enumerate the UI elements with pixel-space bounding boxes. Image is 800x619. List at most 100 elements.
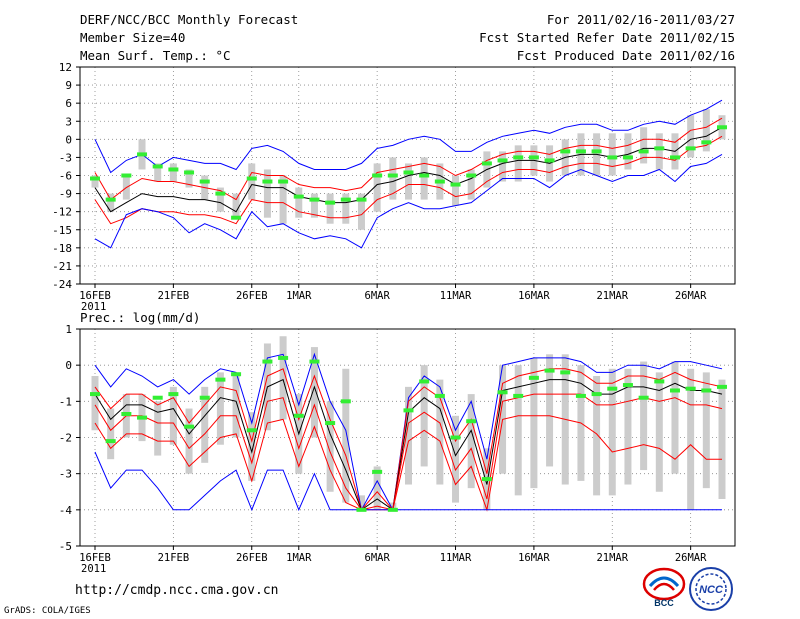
temp-obs-marker (607, 155, 618, 160)
precip-spread-bar (342, 368, 350, 503)
precip-spread-bar (216, 372, 224, 445)
temp-obs-marker (403, 170, 414, 175)
temp-mean-line (94, 126, 723, 213)
precip-obs-marker (591, 392, 602, 397)
temp-spread-bar (216, 187, 224, 212)
temp-spread-bar (169, 163, 177, 182)
precip-obs-marker (293, 413, 304, 418)
temp-xtick-label: 6MAR (365, 290, 391, 302)
precip-obs-marker (105, 439, 116, 444)
temp-obs-marker (654, 146, 665, 151)
ncc-logo-text: NCC (699, 584, 724, 596)
forecast-produced-date: Fcst Produced Date 2011/02/16 (516, 48, 735, 63)
temp-ytick-label: 6 (65, 97, 72, 110)
bcc-logo: BCC (642, 567, 686, 608)
temp-ytick-label: 0 (65, 133, 72, 146)
temp-obs-marker (560, 149, 571, 154)
precip-obs-marker (466, 419, 477, 424)
precip-spread-bar (671, 361, 679, 474)
temp-spread-bar (420, 157, 428, 200)
temp-ytick-label: -6 (59, 170, 72, 183)
temp-spread-bar (248, 163, 256, 200)
temp-spread-bar (499, 151, 507, 182)
precip-spread-bar (154, 401, 162, 456)
precip-obs-marker (262, 359, 273, 364)
temp-xtick-label: 16FEB (79, 290, 111, 302)
temp-obs-marker (90, 176, 100, 181)
temp-obs-marker (121, 173, 132, 178)
temp-obs-marker (638, 149, 649, 154)
precip-obs-marker (90, 392, 100, 397)
temp-spread-bar (373, 163, 381, 212)
precip-xtick-label: 1MAR (286, 552, 312, 564)
precip-spread-bar (655, 372, 663, 492)
chart-title: DERF/NCC/BCC Monthly Forecast (80, 12, 299, 27)
temp-spread-bar (342, 193, 350, 224)
precip-upper-line (94, 368, 723, 511)
temp-xtick-label: 26FEB (236, 290, 268, 302)
temp-max-line (94, 99, 723, 174)
temp-obs-marker (215, 191, 226, 196)
precip-spread-bar (718, 379, 726, 499)
precip-spread-bar (107, 408, 115, 460)
precip-obs-marker (152, 395, 163, 400)
temp-spread-bar (107, 193, 115, 212)
temp-ytick-label: -18 (52, 242, 72, 255)
temp-obs-marker (466, 173, 477, 178)
precip-lower2-line (94, 415, 722, 512)
precip-spread-bar (310, 347, 318, 438)
precip-obs-marker (497, 390, 508, 395)
precip-xtick-label: 16FEB (79, 552, 111, 564)
temp-obs-marker (419, 173, 430, 178)
temp-xtick-label: 11MAR (440, 290, 472, 302)
temp-obs-marker (575, 149, 586, 154)
precip-spread-bar (687, 368, 695, 510)
precip-obs-marker (387, 507, 398, 512)
precip-obs-marker (434, 393, 445, 398)
precip-ytick-label: -2 (59, 432, 72, 445)
precip-spread-bar (373, 466, 381, 510)
temp-obs-marker (434, 179, 445, 184)
temp-xtick-label: 16MAR (518, 290, 550, 302)
precip-obs-marker (450, 435, 461, 440)
precip-xtick-label: 26FEB (236, 552, 268, 564)
temp-obs-marker (246, 176, 257, 181)
precip-obs-marker (325, 421, 336, 426)
temp-spread-bar (405, 163, 412, 200)
precip-spread-bar (279, 336, 287, 420)
temp-obs-marker (293, 194, 304, 199)
precip-ytick-label: -5 (59, 540, 72, 553)
precip-spread-bar (624, 368, 632, 485)
precip-obs-marker (372, 469, 383, 474)
temp-xtick-label: 21MAR (596, 290, 628, 302)
precip-obs-marker (622, 383, 633, 388)
temp-min-line (94, 153, 723, 249)
precip-obs-marker (121, 411, 132, 416)
precip-ytick-label: 1 (65, 323, 72, 336)
precip-ytick-label: -1 (59, 395, 72, 408)
temp-upper-line (94, 117, 723, 201)
temp-obs-marker (513, 155, 524, 160)
temp-lower-line (94, 135, 723, 225)
precip-obs-marker (403, 408, 414, 413)
temp-xtick-label: 21FEB (158, 290, 190, 302)
temp-ytick-label: -21 (52, 260, 72, 273)
temp-ytick-label: 9 (65, 79, 72, 92)
precip-spread-bar (420, 365, 428, 467)
temp-spread-bar (655, 133, 663, 170)
member-size: Member Size=40 (80, 30, 186, 45)
temp-obs-marker (184, 170, 195, 175)
temp-obs-marker (497, 158, 508, 163)
temp-spread-bar (232, 193, 240, 218)
precip-obs-marker (701, 388, 712, 393)
temp-obs-marker (591, 149, 602, 154)
temp-obs-marker (278, 179, 289, 184)
precip-obs-marker (685, 386, 696, 391)
precip-obs-marker (309, 359, 320, 364)
temp-spread-bar (514, 145, 522, 182)
precip-spread-bar (608, 368, 616, 496)
precip-obs-marker (278, 355, 289, 360)
precip-obs-marker (137, 415, 148, 420)
temp-spread-bar (608, 133, 616, 176)
precip-obs-marker (717, 384, 727, 389)
